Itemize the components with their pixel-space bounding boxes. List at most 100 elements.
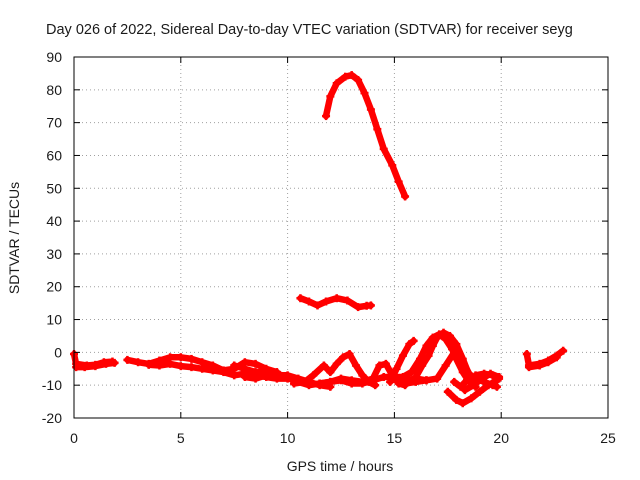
data-point [379,372,388,381]
data-point [283,371,292,380]
x-tick-label: 0 [70,430,78,446]
data-point [326,92,335,101]
data-point [300,377,309,386]
y-tick-label: 0 [54,344,62,360]
data-point [319,361,328,370]
data-point [354,303,363,312]
x-tick-label: 25 [600,430,616,446]
data-point [390,372,399,381]
data-point [475,387,484,396]
data-point [411,372,420,381]
data-point [441,361,450,370]
data-point [452,395,461,404]
data-point [544,358,553,367]
data-point [379,144,388,153]
data-point [134,358,143,367]
data-point [332,359,341,368]
data-point [458,399,467,408]
y-axis-label: SDTVAR / TECUs [6,182,22,294]
data-point [262,371,271,380]
y-tick-label: -20 [42,410,62,426]
data-point [388,161,397,170]
data-point [381,359,390,368]
y-tick-label: 90 [46,49,62,65]
data-point [428,341,437,350]
data-point [369,374,378,383]
data-point [358,377,367,386]
data-point [471,371,480,380]
data-point [230,361,239,370]
data-point [315,379,324,388]
y-tick-label: 10 [46,312,62,328]
y-tick-label: 60 [46,147,62,163]
data-point [405,340,414,349]
data-point [386,377,395,386]
data-point [326,368,335,377]
y-tick-label: 20 [46,279,62,295]
data-point [343,296,352,305]
data-point [198,364,207,373]
y-tick-label: -10 [42,377,62,393]
data-point [322,297,331,306]
data-point [522,350,531,359]
data-point [110,358,119,367]
data-point [296,294,305,303]
data-point [366,301,375,310]
data-point [484,381,493,390]
data-point [460,386,469,395]
data-point [123,355,132,364]
plot-area [70,71,568,408]
data-point [326,377,335,386]
x-tick-label: 5 [177,430,185,446]
data-point [407,368,416,377]
data-point [187,363,196,372]
data-point [351,361,360,370]
data-point [495,372,504,381]
series-trace-late-arc-2 [525,354,560,371]
data-point [337,374,345,383]
data-point [360,89,369,98]
data-point [366,105,375,114]
data-point [456,382,465,391]
data-point [166,359,175,368]
data-point [341,72,350,81]
data-point [304,297,313,306]
data-point [450,377,459,386]
data-point [230,371,239,380]
y-tick-label: 30 [46,246,62,262]
data-point [219,368,228,377]
data-point [144,360,153,369]
data-point [401,379,410,388]
x-tick-label: 10 [280,430,296,446]
data-point [486,369,495,378]
data-point [176,353,185,362]
data-point [313,301,322,310]
data-point [433,333,442,342]
data-point [394,177,403,186]
data-point [347,376,356,385]
data-point [272,371,281,380]
data-point [208,366,217,375]
data-point [80,363,89,372]
data-point [339,353,348,362]
x-tick-label: 20 [493,430,509,446]
data-point [424,351,433,360]
data-point [398,372,407,381]
data-point [458,354,467,363]
data-point [401,192,410,201]
data-point [332,79,341,88]
data-point [392,364,401,373]
data-point [373,125,382,134]
data-point [467,394,476,403]
y-tick-label: 70 [46,115,62,131]
y-tick-label: 50 [46,180,62,196]
data-point [445,331,454,340]
grid [74,57,608,418]
data-point [409,336,418,345]
data-point [72,363,81,372]
data-point [452,340,461,349]
data-point [332,294,341,303]
y-tick-label: 80 [46,82,62,98]
data-point [418,361,427,370]
